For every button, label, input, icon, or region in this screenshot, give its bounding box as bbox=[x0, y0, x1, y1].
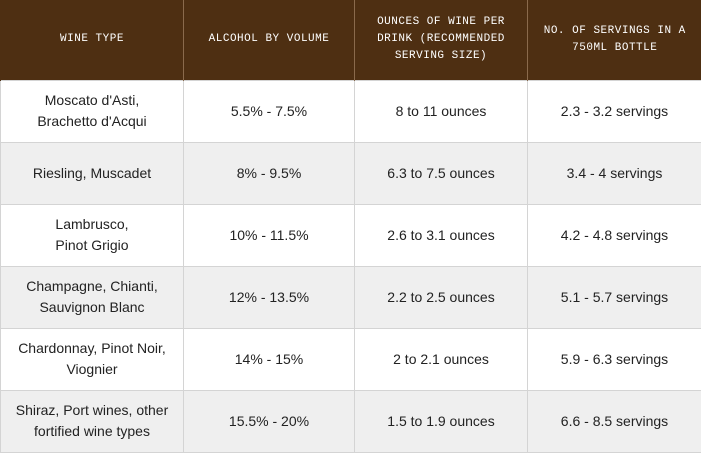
cell-ounces: 2.6 to 3.1 ounces bbox=[355, 204, 528, 266]
wine-type-line-2: fortified wine types bbox=[7, 421, 177, 442]
cell-abv: 15.5% - 20% bbox=[184, 390, 355, 452]
cell-ounces: 2 to 2.1 ounces bbox=[355, 328, 528, 390]
cell-wine-type: Moscato d'Asti, Brachetto d'Acqui bbox=[1, 80, 184, 142]
table-row: Champagne, Chianti, Sauvignon Blanc 12% … bbox=[1, 266, 701, 328]
wine-type-line-1: Riesling, Muscadet bbox=[7, 163, 177, 184]
cell-abv: 12% - 13.5% bbox=[184, 266, 355, 328]
cell-servings: 3.4 - 4 servings bbox=[528, 142, 701, 204]
cell-wine-type: Shiraz, Port wines, other fortified wine… bbox=[1, 390, 184, 452]
header-ounces-per-drink: OUNCES OF WINE PER DRINK (RECOMMENDED SE… bbox=[355, 0, 528, 80]
wine-type-line-1: Lambrusco, bbox=[7, 214, 177, 235]
wine-type-line-1: Shiraz, Port wines, other bbox=[7, 400, 177, 421]
cell-ounces: 1.5 to 1.9 ounces bbox=[355, 390, 528, 452]
cell-servings: 4.2 - 4.8 servings bbox=[528, 204, 701, 266]
cell-wine-type: Champagne, Chianti, Sauvignon Blanc bbox=[1, 266, 184, 328]
cell-servings: 5.9 - 6.3 servings bbox=[528, 328, 701, 390]
wine-type-line-2: Brachetto d'Acqui bbox=[7, 111, 177, 132]
cell-abv: 10% - 11.5% bbox=[184, 204, 355, 266]
wine-type-line-2: Pinot Grigio bbox=[7, 235, 177, 256]
table-row: Chardonnay, Pinot Noir, Viognier 14% - 1… bbox=[1, 328, 701, 390]
header-wine-type: WINE TYPE bbox=[1, 0, 184, 80]
cell-ounces: 6.3 to 7.5 ounces bbox=[355, 142, 528, 204]
table-row: Moscato d'Asti, Brachetto d'Acqui 5.5% -… bbox=[1, 80, 701, 142]
cell-servings: 5.1 - 5.7 servings bbox=[528, 266, 701, 328]
wine-type-line-2: Sauvignon Blanc bbox=[7, 297, 177, 318]
table-header-row: WINE TYPE ALCOHOL BY VOLUME OUNCES OF WI… bbox=[1, 0, 701, 80]
table-row: Riesling, Muscadet 8% - 9.5% 6.3 to 7.5 … bbox=[1, 142, 701, 204]
table-row: Shiraz, Port wines, other fortified wine… bbox=[1, 390, 701, 452]
header-alcohol-by-volume: ALCOHOL BY VOLUME bbox=[184, 0, 355, 80]
cell-abv: 5.5% - 7.5% bbox=[184, 80, 355, 142]
table-row: Lambrusco, Pinot Grigio 10% - 11.5% 2.6 … bbox=[1, 204, 701, 266]
cell-wine-type: Lambrusco, Pinot Grigio bbox=[1, 204, 184, 266]
cell-wine-type: Riesling, Muscadet bbox=[1, 142, 184, 204]
cell-ounces: 2.2 to 2.5 ounces bbox=[355, 266, 528, 328]
wine-type-line-1: Champagne, Chianti, bbox=[7, 276, 177, 297]
wine-type-line-1: Moscato d'Asti, bbox=[7, 90, 177, 111]
cell-abv: 8% - 9.5% bbox=[184, 142, 355, 204]
cell-servings: 6.6 - 8.5 servings bbox=[528, 390, 701, 452]
wine-type-line-2: Viognier bbox=[7, 359, 177, 380]
cell-abv: 14% - 15% bbox=[184, 328, 355, 390]
wine-type-line-1: Chardonnay, Pinot Noir, bbox=[7, 338, 177, 359]
cell-wine-type: Chardonnay, Pinot Noir, Viognier bbox=[1, 328, 184, 390]
cell-servings: 2.3 - 3.2 servings bbox=[528, 80, 701, 142]
cell-ounces: 8 to 11 ounces bbox=[355, 80, 528, 142]
header-servings-per-bottle: NO. OF SERVINGS IN A 750ML BOTTLE bbox=[528, 0, 701, 80]
